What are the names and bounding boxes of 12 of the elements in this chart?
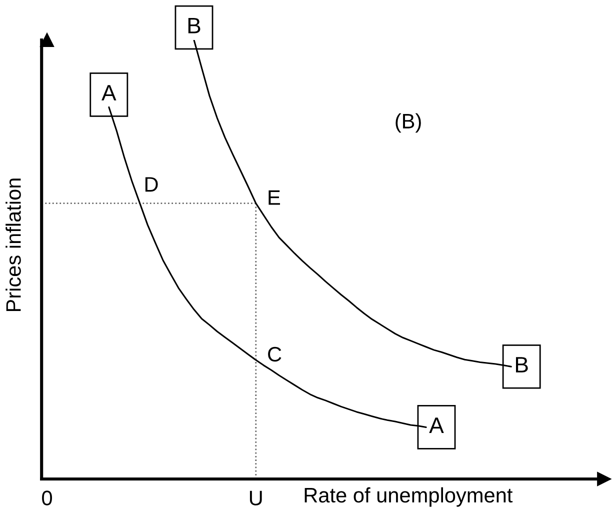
x-axis-title: Rate of unemployment (304, 487, 513, 507)
annotation: D (145, 177, 158, 192)
annotation: (B) (396, 113, 421, 133)
x-tick-label: U (250, 490, 262, 506)
annotation: C (268, 346, 282, 362)
text: A (102, 85, 116, 100)
series-label: B (516, 357, 528, 372)
annotation: E (268, 190, 280, 205)
text: B (188, 18, 200, 34)
y-axis-title: Prices inflation (6, 178, 21, 312)
x-tick-label: 0 (42, 490, 52, 506)
series-label: A (429, 418, 444, 433)
